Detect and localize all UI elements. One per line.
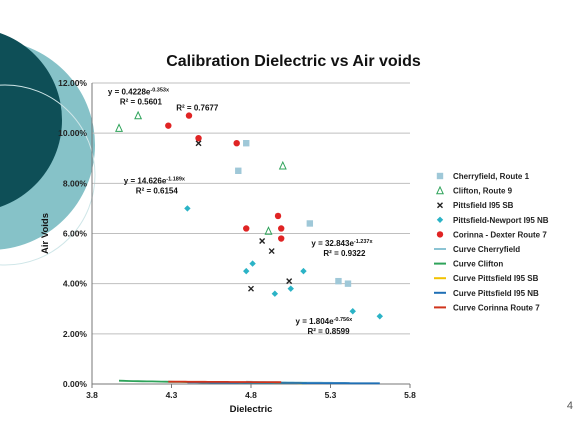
data-point: [115, 123, 124, 132]
chart-title: Calibration Dielectric vs Air voids: [166, 53, 421, 70]
r-squared-label: R² = 0.9322: [323, 249, 366, 258]
legend-entry: Curve Cherryfield: [453, 245, 520, 254]
x-tick-label: 5.8: [404, 390, 416, 400]
data-point: [249, 260, 256, 267]
data-point: [268, 248, 275, 255]
data-point: [195, 140, 202, 147]
data-point: [286, 278, 293, 285]
data-point: [243, 140, 250, 147]
decor-circle-dark: [0, 33, 62, 207]
data-point: [278, 235, 285, 242]
data-point: [274, 212, 282, 220]
data-point: [436, 231, 444, 238]
curve-line: [168, 380, 282, 384]
y-tick-label: 10.00%: [58, 128, 87, 138]
decor-circle-ring: [0, 84, 96, 266]
x-tick-label: 3.8: [86, 390, 98, 400]
data-point: [134, 110, 143, 120]
equation-exponent: -0.756x: [334, 317, 354, 323]
data-point: [185, 112, 193, 119]
data-point: [264, 226, 273, 235]
equation-label: y = 0.4228e-0.353x: [108, 87, 170, 96]
r-squared-label: R² = 0.6154: [136, 186, 179, 195]
legend-entry: Curve Pittsfield I95 SB: [453, 274, 539, 283]
x-tick-label: 4.3: [166, 390, 178, 400]
data-point: [195, 134, 202, 142]
y-axis-label: Air Voids: [40, 213, 51, 254]
y-tick-label: 6.00%: [63, 229, 88, 239]
data-point: [436, 172, 444, 180]
equation-exponent: -0.353x: [150, 87, 170, 93]
legend-entry: Curve Pittsfield I95 NB: [453, 289, 539, 298]
r-squared-label: R² = 0.8599: [308, 327, 351, 336]
page-number: 4: [566, 400, 573, 412]
equation-label: y = 32.843e-1.237x: [311, 239, 373, 248]
x-tick-label: 5.3: [325, 390, 337, 400]
data-point: [436, 185, 444, 195]
y-tick-label: 8.00%: [63, 178, 88, 188]
equation-label: y = 14.626e-1.189x: [124, 176, 186, 185]
data-point: [243, 267, 250, 275]
data-point: [376, 313, 383, 320]
data-point: [184, 205, 191, 212]
data-point: [300, 267, 307, 275]
data-point: [235, 167, 242, 174]
legend-entry: Corinna - Dexter Route 7: [453, 230, 547, 239]
data-point: [436, 216, 444, 223]
data-point: [278, 160, 287, 170]
x-tick-label: 4.8: [245, 390, 257, 400]
equation-exponent: -1.237x: [354, 239, 374, 245]
data-point: [437, 202, 443, 209]
legend-entry: Cherryfield, Route 1: [453, 172, 530, 181]
x-axis-label: Dielectric: [230, 404, 273, 415]
r-squared-label: R² = 0.5601: [120, 97, 163, 106]
data-point: [335, 277, 342, 285]
legend-entry: Curve Corinna Route 7: [453, 303, 540, 312]
data-point: [306, 220, 314, 227]
y-tick-label: 12.00%: [58, 78, 87, 88]
data-point: [278, 225, 285, 232]
equation-exponent: -1.189x: [166, 176, 186, 182]
data-point: [243, 225, 250, 232]
data-point: [259, 238, 266, 245]
data-point: [165, 122, 172, 129]
equation-label: y = 1.804e-0.756x: [296, 317, 354, 326]
data-point: [349, 308, 356, 315]
y-tick-label: 4.00%: [63, 279, 88, 289]
legend-entry: Curve Clifton: [453, 260, 503, 269]
data-point: [233, 140, 240, 147]
data-point: [248, 285, 254, 292]
data-point: [344, 280, 352, 287]
equation-label: R² = 0.7677: [176, 104, 219, 113]
legend-entry: Pittsfield I95 SB: [453, 201, 514, 210]
y-tick-label: 0.00%: [63, 379, 88, 389]
y-tick-label: 2.00%: [63, 329, 88, 339]
legend-entry: Pittsfield-Newport I95 NB: [453, 216, 549, 225]
data-point: [287, 285, 294, 292]
data-point: [271, 290, 279, 297]
legend-entry: Clifton, Route 9: [453, 187, 513, 196]
